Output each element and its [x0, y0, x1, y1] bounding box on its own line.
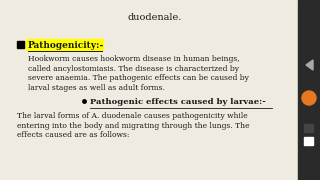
Bar — [17, 41, 24, 48]
Bar — [26, 39, 103, 50]
Text: Pathogenic effects caused by larvae:-: Pathogenic effects caused by larvae:- — [90, 98, 266, 106]
Polygon shape — [306, 60, 313, 70]
Circle shape — [302, 91, 316, 105]
Text: entering into the body and migrating through the lungs. The: entering into the body and migrating thr… — [17, 122, 250, 129]
Text: The larval forms of A. duodenale causes pathogenicity while: The larval forms of A. duodenale causes … — [17, 112, 248, 120]
Bar — [304, 137, 313, 145]
Text: called ancylostomiasis. The disease is characterized by: called ancylostomiasis. The disease is c… — [28, 64, 239, 73]
Text: severe anaemia. The pathogenic effects can be caused by: severe anaemia. The pathogenic effects c… — [28, 74, 249, 82]
Text: larval stages as well as adult forms.: larval stages as well as adult forms. — [28, 84, 165, 91]
Text: effects caused are as follows:: effects caused are as follows: — [17, 131, 130, 139]
Bar — [304, 124, 313, 132]
Bar — [298, 0, 320, 180]
Text: Pathogenicity:-: Pathogenicity:- — [28, 41, 104, 50]
Text: Hookworm causes hookworm disease in human beings,: Hookworm causes hookworm disease in huma… — [28, 55, 240, 63]
Text: duodenale.: duodenale. — [128, 13, 182, 22]
